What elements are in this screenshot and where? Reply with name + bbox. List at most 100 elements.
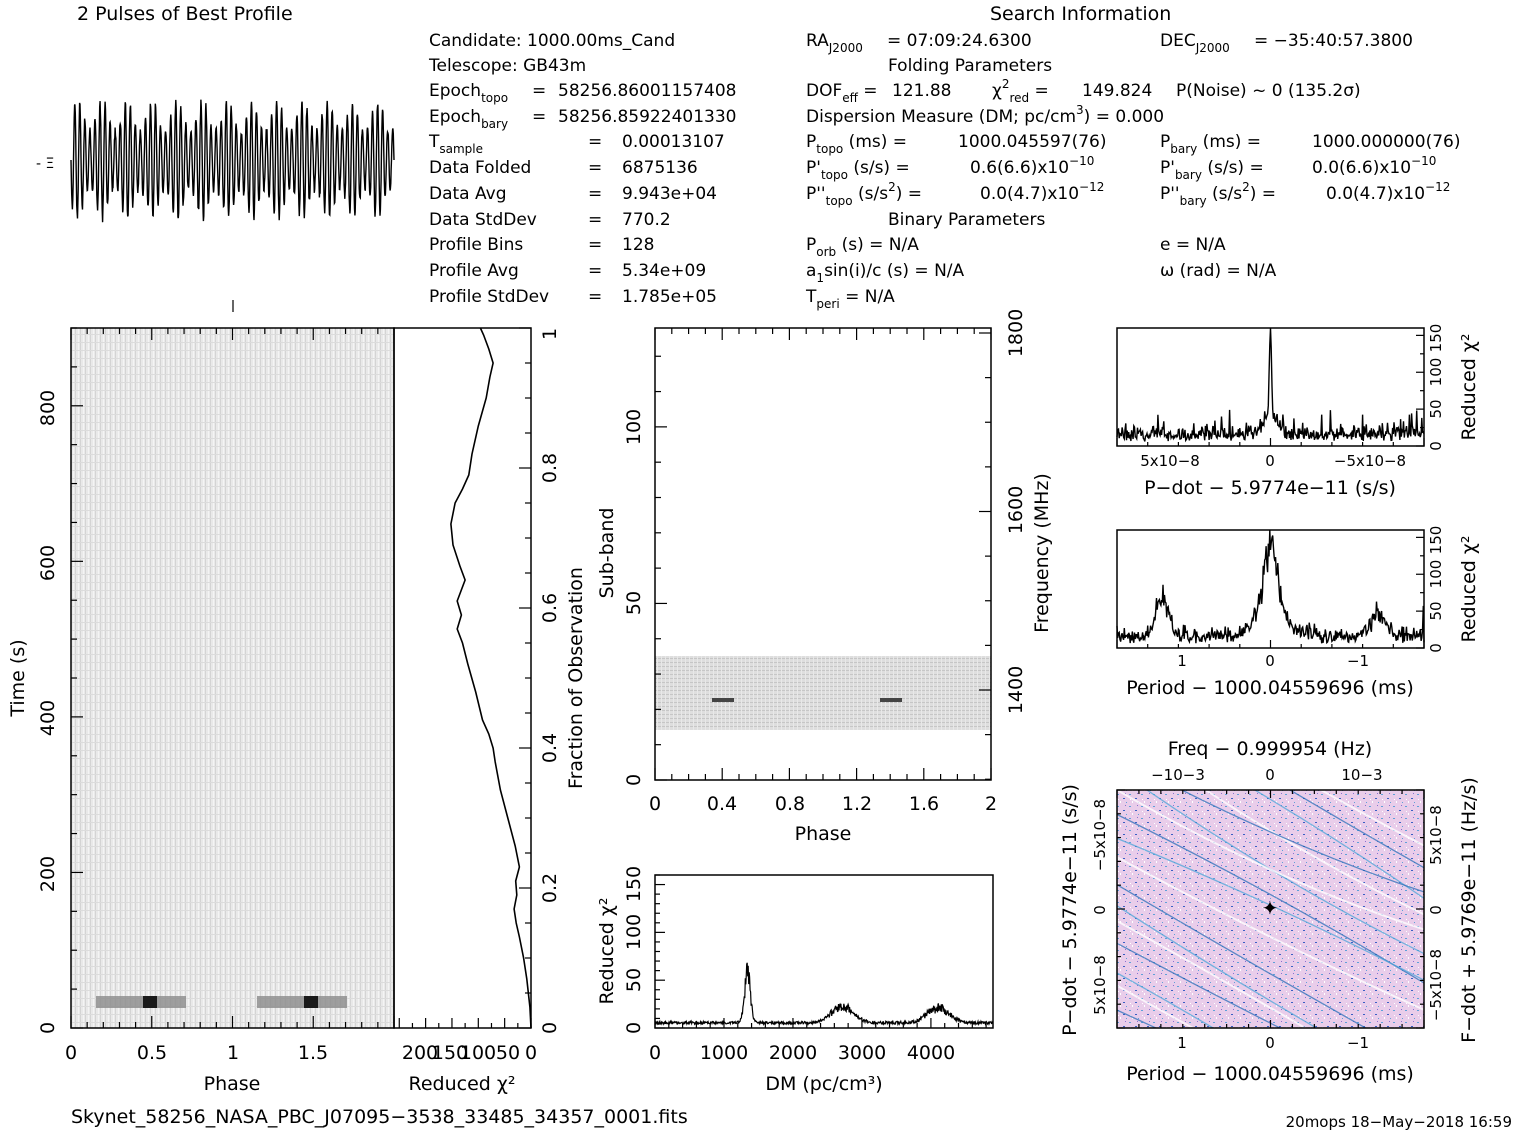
sb-y2tick-2: 1800 — [1005, 309, 1027, 357]
data-folded-eq: = — [588, 158, 602, 178]
pe-xtick-2: −1 — [1347, 652, 1369, 670]
chi2-fraction-ticks — [398, 327, 532, 1029]
ppdot-streak — [1180, 790, 1424, 893]
cf-xtick-4: 0 — [525, 1042, 537, 1064]
sb-xtick-2: 0.8 — [775, 793, 805, 815]
epoch-bary-eq: = — [532, 107, 546, 127]
pd-topo-label: P'topo (s/s) = — [806, 158, 910, 182]
profile-avg-eq: = — [588, 261, 602, 281]
pd-xtick-1: 0 — [1265, 452, 1275, 470]
profile-curve — [70, 99, 395, 223]
tp-xtick-2: 1 — [227, 1042, 239, 1064]
dm-ticks — [654, 874, 987, 1029]
porb-label: Porb (s) = N/A — [806, 235, 919, 259]
pp-xtick-0: 1 — [1177, 1034, 1187, 1052]
data-stddev-label: Data StdDev — [429, 210, 537, 230]
binary-heading: Binary Parameters — [888, 210, 1045, 230]
ppdot-streaks — [1117, 790, 1424, 1028]
search-info-title: Search Information — [990, 3, 1171, 25]
period-panel: 1 0 −1 Period − 1000.04559696 (ms) 0 50 … — [1116, 526, 1480, 699]
dark-band-1-core — [143, 996, 157, 1008]
subband-spot-1 — [712, 698, 734, 702]
tp-ytick-3: 600 — [37, 545, 59, 581]
pp-ytick-2: 5x10−8 — [1091, 955, 1109, 1015]
dm-xtick-2: 2000 — [769, 1042, 817, 1064]
folding-heading: Folding Parameters — [888, 56, 1052, 76]
sb-xtick-1: 0.4 — [707, 793, 737, 815]
profile-stddev-value: 1.785e+05 — [622, 287, 717, 307]
tp-ytick-1: 200 — [37, 856, 59, 892]
dm-xtick-3: 3000 — [838, 1042, 886, 1064]
pp-ytick-1: 0 — [1091, 905, 1109, 915]
chi2-fraction-panel: 200 150 100 50 0 Reduced χ² 0 0.2 0.4 0.… — [393, 327, 587, 1095]
ppdot-center: ✦ — [1262, 896, 1279, 920]
pe-ytick-2: 100 — [1427, 560, 1445, 589]
pe-xtick-1: 0 — [1265, 652, 1275, 670]
tp-ytick-4: 800 — [37, 390, 59, 426]
dm-label: Dispersion Measure (DM; pc/cm3) = 0.000 — [806, 103, 1164, 127]
cf-xtick-3: 50 — [496, 1042, 520, 1064]
pp-y2tick-0: 5x10−8 — [1427, 805, 1445, 865]
dec-label: DECJ2000 — [1160, 31, 1230, 55]
profile-panel: - Ξ — [36, 99, 395, 223]
footer-filename: Skynet_58256_NASA_PBC_J07095−3538_33485_… — [71, 1106, 688, 1128]
data-avg-value: 9.943e+04 — [622, 184, 717, 204]
period-curve — [1116, 529, 1425, 645]
time-phase-panel: 0 0.5 1 1.5 Phase 0 200 400 600 800 Time… — [7, 300, 395, 1095]
profile-avg-label: Profile Avg — [429, 261, 519, 281]
cf-xtick-1: 150 — [432, 1042, 468, 1064]
pd-xtick-2: −5x10−8 — [1334, 452, 1406, 470]
ppdot-streak — [1117, 790, 1424, 931]
pd-xtick-0: 5x10−8 — [1140, 452, 1200, 470]
profile-bins-label: Profile Bins — [429, 235, 523, 255]
dm-curve — [654, 962, 994, 1027]
cf-xtick-2: 100 — [460, 1042, 496, 1064]
tp-ytick-0: 0 — [37, 1022, 59, 1034]
dark-band-2 — [257, 996, 347, 1008]
time-phase-ticks — [70, 300, 395, 1029]
cf-ytick-4: 0.8 — [539, 453, 561, 483]
e-value: e = N/A — [1160, 235, 1226, 255]
ra-value: = 07:09:24.6300 — [887, 31, 1032, 51]
pp-ytick-0: −5x10−8 — [1091, 799, 1109, 871]
pe-ytick-3: 150 — [1427, 526, 1445, 555]
sb-y2tick-1: 1600 — [1005, 486, 1027, 534]
ppdot-streak — [1117, 884, 1367, 1028]
data-avg-eq: = — [588, 184, 602, 204]
pe-ytick-1: 50 — [1427, 601, 1445, 620]
dm-ytick-0: 0 — [623, 1022, 645, 1034]
epoch-topo-label: Epochtopo — [429, 81, 508, 105]
sb-y2tick-0: 1400 — [1005, 666, 1027, 714]
epoch-bary-label: Epochbary — [429, 107, 508, 131]
ppdot-ticks — [1116, 789, 1425, 1029]
pp-x2tick-2: 10−3 — [1341, 766, 1382, 784]
cf-ytick-0: 0 — [539, 1022, 561, 1034]
pe-xlabel: Period − 1000.04559696 (ms) — [1126, 677, 1414, 699]
pd-ytick-3: 150 — [1427, 324, 1445, 353]
pdot-panel: 5x10−8 0 −5x10−8 P−dot − 5.9774e−11 (s/s… — [1116, 324, 1480, 499]
subband-image — [655, 656, 991, 730]
telescope-line: Telescope: GB43m — [428, 56, 586, 76]
cf-ytick-5: 1 — [539, 328, 561, 340]
pd-topo-value: 0.6(6.6)x10−10 — [970, 154, 1094, 178]
sb-xtick-4: 1.6 — [909, 793, 939, 815]
data-folded-label: Data Folded — [429, 158, 531, 178]
pp-y2tick-1: 0 — [1427, 905, 1445, 915]
pdot-curve — [1116, 327, 1425, 443]
epoch-topo-eq: = — [532, 81, 546, 101]
a1sini-label: a1sin(i)/c (s) = N/A — [806, 261, 965, 285]
dm-ytick-2: 100 — [623, 914, 645, 950]
tsample-value: 0.00013107 — [622, 132, 725, 152]
pd-ytick-0: 0 — [1427, 441, 1445, 451]
tperi-label: Tperi = N/A — [805, 287, 895, 311]
cf-ytick-2: 0.4 — [539, 733, 561, 763]
pdd-bary-value: 0.0(4.7)x10−12 — [1326, 180, 1450, 204]
dm-ytick-3: 150 — [623, 866, 645, 902]
pd-bary-value: 0.0(6.6)x10−10 — [1312, 154, 1436, 178]
pe-ytick-0: 0 — [1427, 643, 1445, 653]
tp-xtick-1: 0.5 — [137, 1042, 167, 1064]
pd-ylabel: Reduced χ² — [1458, 334, 1480, 441]
dm-xtick-1: 1000 — [700, 1042, 748, 1064]
pe-ylabel: Reduced χ² — [1458, 536, 1480, 643]
dm-panel: 0 1000 2000 3000 4000 DM (pc/cm³) 0 50 1… — [596, 866, 994, 1095]
